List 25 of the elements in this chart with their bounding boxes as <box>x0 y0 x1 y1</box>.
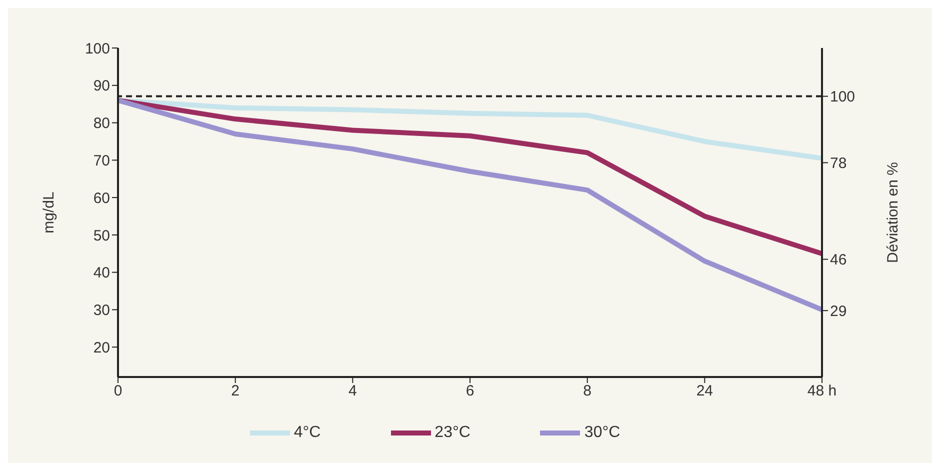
x-tick-label: 8 <box>583 382 592 400</box>
y-tick-label: 100 <box>84 40 110 58</box>
legend-label: 30°C <box>584 424 620 442</box>
y-tick-label: 80 <box>93 115 110 132</box>
y-tick-label: 60 <box>93 190 110 207</box>
x-tick-label: 2 <box>231 382 240 400</box>
y-axis-title: mg/dL <box>40 192 58 234</box>
x-tick-label: 4 <box>348 382 357 400</box>
y2-tick-label: 46 <box>830 252 847 269</box>
legend-label: 23°C <box>434 424 470 442</box>
y-tick-label: 70 <box>93 152 110 170</box>
x-tick-label: 24 <box>696 382 714 400</box>
x-tick-label: 48 h <box>807 382 837 400</box>
y-tick-label: 50 <box>93 227 110 244</box>
y-tick-label: 30 <box>93 302 110 320</box>
y2-tick-label: 29 <box>830 302 847 320</box>
y2-tick-label: 100 <box>830 88 856 106</box>
legend-label: 4°C <box>294 424 321 442</box>
x-tick-label: 6 <box>466 382 474 400</box>
y-tick-label: 90 <box>93 78 110 95</box>
y-tick-label: 20 <box>93 339 110 356</box>
y2-axis-title: Déviation en % <box>884 162 902 263</box>
y-tick-label: 40 <box>93 264 110 282</box>
x-tick-label: 0 <box>114 382 122 400</box>
y2-tick-label: 78 <box>830 155 847 172</box>
